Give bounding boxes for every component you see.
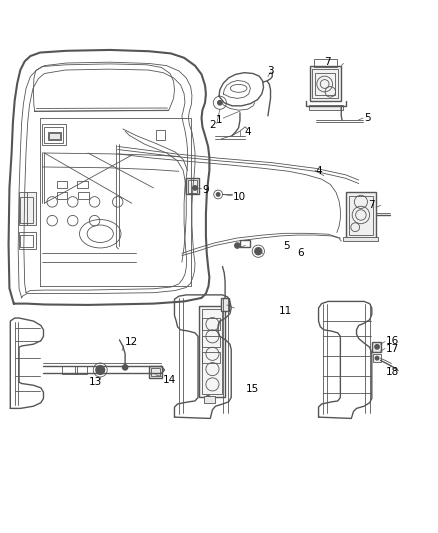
Text: 17: 17 bbox=[386, 344, 399, 353]
Bar bbox=[19, 192, 35, 225]
Bar bbox=[149, 366, 162, 378]
Text: 18: 18 bbox=[386, 367, 399, 377]
Text: 1: 1 bbox=[215, 115, 223, 125]
Text: 9: 9 bbox=[202, 185, 209, 195]
Bar bbox=[20, 197, 32, 223]
Text: 7: 7 bbox=[324, 57, 330, 67]
Bar bbox=[308, 105, 343, 110]
Bar bbox=[202, 352, 220, 362]
Bar bbox=[49, 133, 60, 139]
Text: 2: 2 bbox=[209, 119, 216, 130]
Text: 5: 5 bbox=[364, 113, 371, 123]
Bar bbox=[349, 196, 373, 235]
Bar bbox=[20, 235, 32, 247]
Bar bbox=[77, 181, 88, 188]
Bar bbox=[75, 367, 87, 374]
Bar bbox=[62, 367, 77, 374]
Bar bbox=[19, 231, 35, 249]
Bar bbox=[57, 192, 67, 199]
Circle shape bbox=[218, 101, 222, 105]
Bar bbox=[186, 178, 199, 195]
Bar bbox=[201, 309, 223, 394]
Bar bbox=[204, 396, 215, 403]
Text: 5: 5 bbox=[284, 240, 290, 251]
Bar bbox=[240, 240, 250, 247]
Text: 10: 10 bbox=[233, 192, 246, 201]
Text: 3: 3 bbox=[267, 66, 274, 76]
Text: 6: 6 bbox=[297, 247, 304, 257]
Circle shape bbox=[205, 395, 211, 401]
Bar bbox=[373, 354, 381, 362]
Circle shape bbox=[193, 185, 197, 190]
Bar bbox=[151, 368, 159, 376]
Bar bbox=[202, 318, 220, 330]
Bar bbox=[310, 66, 341, 101]
Circle shape bbox=[375, 357, 379, 360]
Circle shape bbox=[96, 366, 105, 374]
Circle shape bbox=[123, 365, 128, 370]
Text: 7: 7 bbox=[368, 200, 375, 211]
Text: 4: 4 bbox=[244, 127, 251, 137]
Bar bbox=[202, 336, 220, 348]
Text: 13: 13 bbox=[89, 377, 102, 387]
Circle shape bbox=[375, 345, 379, 349]
Circle shape bbox=[235, 243, 240, 248]
Text: 16: 16 bbox=[386, 336, 399, 346]
Bar bbox=[155, 130, 165, 140]
Bar bbox=[187, 180, 197, 193]
Bar bbox=[314, 59, 337, 67]
Bar bbox=[346, 192, 376, 238]
Circle shape bbox=[255, 248, 262, 255]
Circle shape bbox=[216, 193, 220, 196]
Text: 15: 15 bbox=[246, 384, 259, 394]
Bar bbox=[312, 69, 338, 99]
Text: 11: 11 bbox=[279, 306, 293, 316]
Text: 12: 12 bbox=[125, 337, 138, 346]
Bar bbox=[199, 306, 225, 398]
Bar bbox=[57, 181, 67, 188]
Bar bbox=[372, 342, 381, 352]
Bar bbox=[78, 192, 89, 199]
Text: 4: 4 bbox=[316, 166, 322, 176]
Bar bbox=[315, 72, 335, 95]
Bar bbox=[221, 298, 229, 311]
Bar bbox=[44, 127, 63, 143]
Bar bbox=[343, 237, 378, 241]
Bar bbox=[48, 132, 61, 140]
Text: 14: 14 bbox=[163, 375, 177, 385]
Bar bbox=[42, 124, 66, 145]
